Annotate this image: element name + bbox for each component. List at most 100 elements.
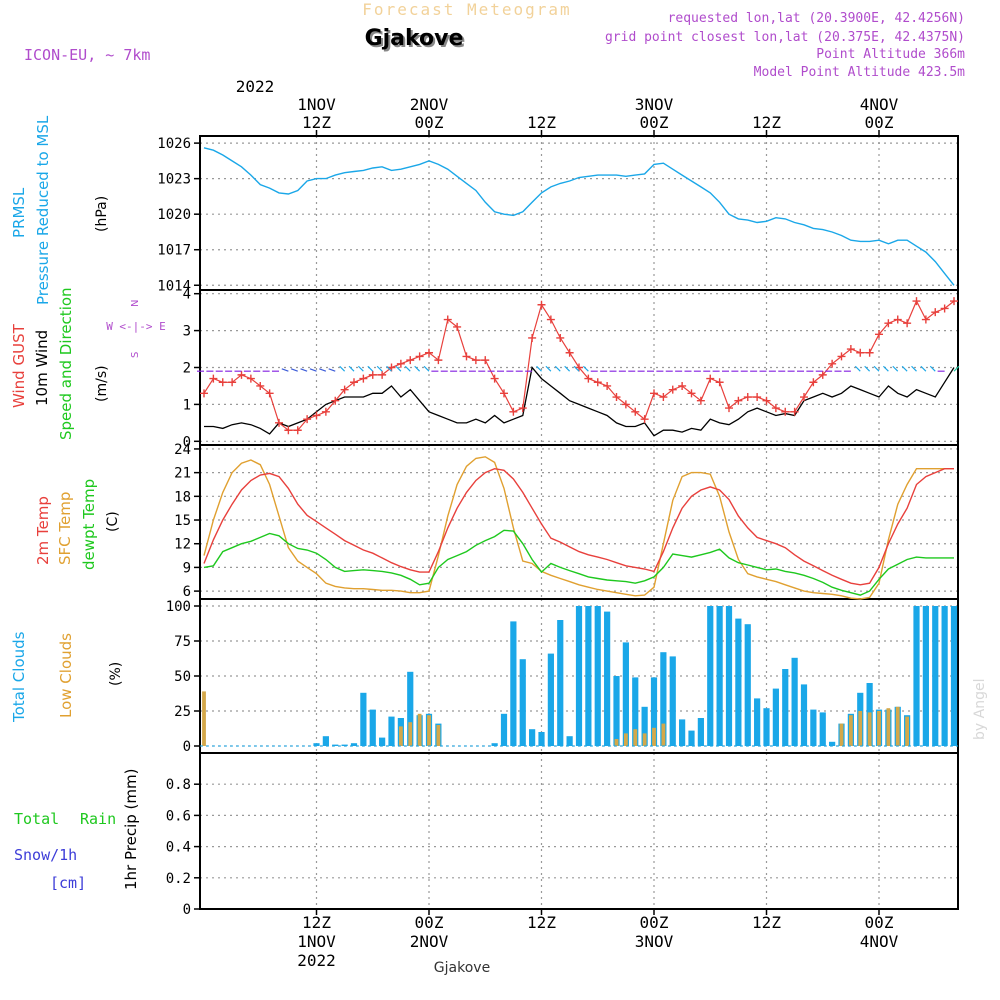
- y-tick-label: 21: [174, 466, 191, 482]
- low-cloud-bar: [633, 729, 638, 746]
- wind-gust-marker: [865, 348, 874, 357]
- wind-gust-marker: [593, 378, 602, 387]
- wind-direction-arrow: [854, 365, 861, 372]
- y-tick-label: 0: [183, 434, 191, 450]
- total-cloud-bar: [660, 652, 667, 746]
- total-cloud-bar: [932, 606, 939, 746]
- low-cloud-bar: [877, 711, 881, 746]
- wind-gust-marker: [809, 378, 818, 387]
- wind-gust-marker: [950, 297, 958, 306]
- wind-gust-marker: [443, 315, 452, 324]
- panel-frame: [199, 444, 959, 600]
- y-tick-label: 0.6: [166, 808, 191, 824]
- total-cloud-bar: [819, 712, 826, 746]
- y-tick-label: 1023: [157, 172, 191, 188]
- wind-gust-marker: [321, 407, 330, 416]
- low-cloud-bar: [408, 722, 413, 746]
- wind-gust-marker: [818, 370, 827, 379]
- wind-gust-marker: [828, 359, 837, 368]
- total-cloud-bar: [810, 709, 817, 746]
- total-cloud-bar: [341, 744, 348, 746]
- model-point-altitude: Model Point Altitude 423.5m: [754, 65, 965, 80]
- wind-gust-marker: [425, 348, 433, 357]
- pressure-msl-label: Pressure Reduced to MSL: [34, 115, 52, 305]
- panel-frame: [199, 135, 959, 291]
- wind-gust-marker: [668, 385, 677, 394]
- total-cloud-bar: [491, 743, 498, 746]
- wind-direction-arrow: [864, 365, 871, 372]
- low-cloud-bar: [867, 712, 872, 746]
- total-rain-label: Total: [14, 810, 59, 828]
- total-cloud-bar: [557, 620, 564, 746]
- gridpoint-coordinates: grid point closest lon,lat (20.375E, 42.…: [605, 30, 965, 45]
- bottom-location-label: Gjakove: [434, 960, 490, 976]
- x-tick-hour-top: 00Z: [640, 113, 669, 132]
- total-cloud-bar: [604, 611, 611, 746]
- total-cloud-bar: [632, 677, 639, 746]
- x-tick-hour-top: 00Z: [415, 113, 444, 132]
- wind-gust-marker: [359, 374, 368, 383]
- y-tick-label: 1026: [157, 136, 191, 152]
- location-title-shadow: Gjakove: [367, 28, 466, 53]
- total-cloud-bar: [332, 744, 339, 746]
- wind-direction-arrow: [386, 365, 392, 372]
- wind-direction-arrow: [281, 368, 289, 372]
- wind-gust-marker: [462, 352, 471, 361]
- forecast-meteogram-title: Forecast Meteogram: [362, 0, 571, 19]
- y-tick-label: 6: [183, 584, 191, 600]
- wind-direction-arrow: [953, 365, 960, 372]
- total-cloud-bar: [744, 624, 751, 746]
- wind-gust-marker: [518, 404, 527, 413]
- low-cloud-bar: [427, 715, 431, 746]
- wind-direction-arrow: [358, 365, 364, 372]
- top-year-label: 2022: [236, 77, 275, 96]
- y-tick-label: 0: [183, 902, 191, 918]
- wind-gust-marker: [912, 297, 921, 306]
- wind-gust-marker: [837, 352, 846, 361]
- wind-gust-marker: [246, 374, 255, 383]
- wind-gust-marker: [415, 352, 424, 361]
- wind-gust-marker: [603, 381, 612, 390]
- wind-gust-marker: [771, 404, 780, 413]
- prmsl-label: PRMSL: [10, 187, 28, 238]
- wind-direction-arrow: [554, 365, 561, 372]
- y-tick-label: 1: [183, 397, 191, 413]
- wind-gust-marker: [893, 315, 902, 324]
- wind-gust-marker: [293, 426, 302, 435]
- total-cloud-bar: [941, 606, 948, 746]
- x-tick-date-top: 1NOV: [297, 95, 336, 114]
- wind-gust-marker: [453, 322, 462, 331]
- y-tick-label: 3: [183, 324, 191, 340]
- compass-s: S: [130, 352, 141, 358]
- temp-2m-line: [203, 467, 954, 586]
- wind-gust-marker: [265, 389, 274, 398]
- wind-direction-arrow: [423, 365, 430, 372]
- hpa-label: (hPa): [94, 196, 110, 232]
- total-cloud-bar: [575, 606, 583, 746]
- total-cloud-bar: [594, 606, 601, 746]
- wind-gust-marker: [500, 389, 508, 398]
- wind-gust-marker: [650, 389, 658, 398]
- wind-direction-arrow: [883, 365, 889, 372]
- low-cloud-bar: [652, 727, 656, 746]
- wind-gust-marker: [378, 370, 387, 379]
- wind-gust-marker: [312, 411, 321, 420]
- total-cloud-bar: [650, 677, 658, 746]
- wind-gust-marker: [303, 415, 312, 424]
- precip-axis-label: 1hr Precip (mm): [122, 769, 140, 890]
- wind-gust-marker: [940, 304, 949, 313]
- wind-gust-marker: [875, 330, 883, 339]
- total-cloud-bar: [716, 606, 723, 746]
- total-cloud-bar: [697, 718, 704, 746]
- y-tick-label: 100: [166, 599, 191, 615]
- wind-gust-marker: [743, 393, 752, 402]
- compass-we: W <-|-> E: [106, 320, 166, 333]
- x-tick-date-top: 3NOV: [635, 95, 674, 114]
- wind-gust-marker: [284, 426, 293, 435]
- total-cloud-bar: [679, 719, 686, 746]
- y-tick-label: 25: [174, 704, 191, 720]
- wind-direction-arrow: [367, 365, 374, 372]
- x-tick-hour-top: 12Z: [752, 113, 781, 132]
- total-cloud-bar: [388, 716, 395, 746]
- panel-frame: [199, 752, 959, 910]
